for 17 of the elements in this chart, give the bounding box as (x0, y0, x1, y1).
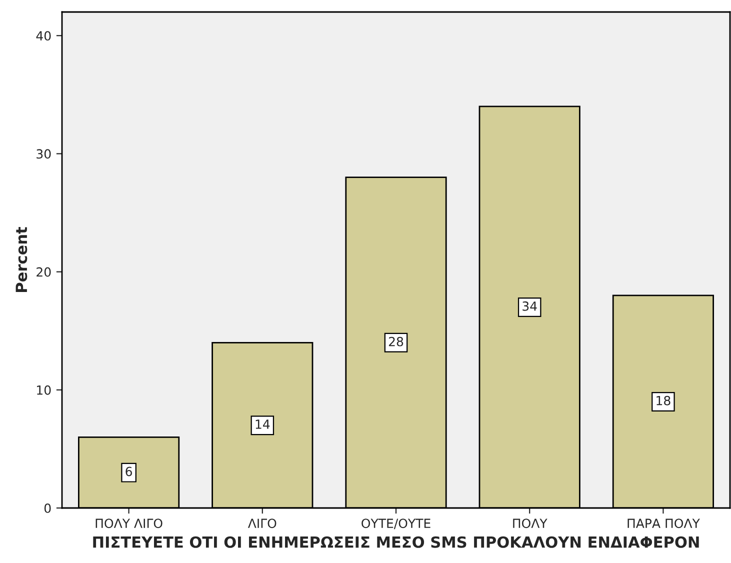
data-label: 14 (256, 420, 270, 429)
x-tick-label: ΠΑΡΑ ΠΟΛΥ (628, 518, 700, 528)
data-label: 6 (126, 466, 132, 476)
y-tick-label: 30 (36, 149, 51, 159)
x-tick-label: ΟΥΤΕ/ΟΥΤΕ (362, 518, 430, 530)
x-axis-title: ΠΙΣΤΕΥΕΤΕ ΟΤΙ ΟΙ ΕΝΗΜΕΡΩΣΕΙΣ ΜΕΣΟ SMS ΠΡΟΚΑΛΟΥΝ ΕΝΔΙΑΦΕΡΟΝ (93, 536, 699, 548)
x-tick-label: ΛΙΓΟ (248, 518, 276, 528)
y-tick-label: 10 (37, 385, 51, 395)
y-tick-label: 0 (44, 503, 51, 513)
x-tick-label: ΠΟΛΥ ΛΙΓΟ (96, 518, 162, 528)
data-label: 34 (522, 301, 537, 311)
data-label: 28 (388, 336, 404, 346)
y-tick-label: 20 (36, 267, 51, 277)
data-label: 18 (656, 396, 670, 406)
x-tick-label: ΠΟΛΥ (513, 518, 548, 528)
y-tick-label: 40 (36, 31, 51, 41)
y-axis-title: Percent (16, 227, 28, 292)
